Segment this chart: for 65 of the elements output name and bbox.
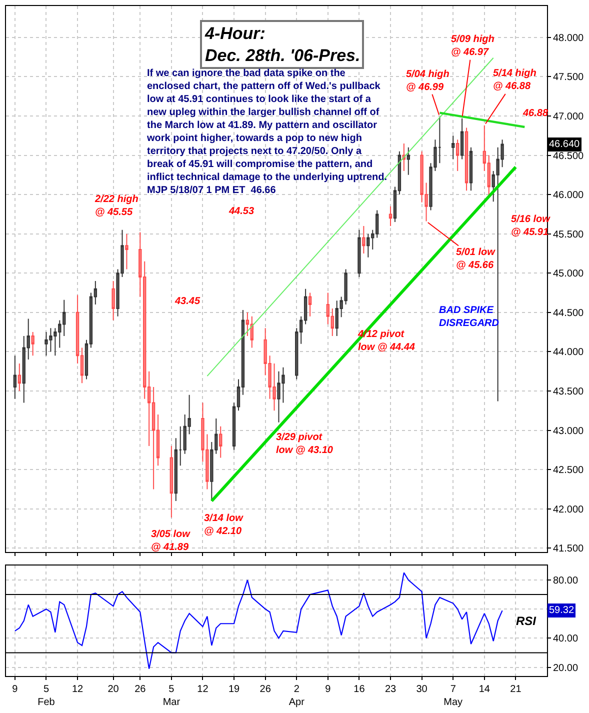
y-tick-label: 45.500 bbox=[553, 229, 584, 240]
candlestick bbox=[406, 146, 410, 176]
candlestick bbox=[18, 362, 22, 392]
annotation: 2/22 high @ 45.55 bbox=[94, 194, 138, 218]
annotation: 5/04 high @ 46.99 bbox=[406, 69, 450, 93]
annotation: 3/14 low @ 42.10 bbox=[204, 513, 244, 537]
x-tick-label: 19 bbox=[228, 684, 240, 695]
annotation: RSI bbox=[516, 614, 537, 628]
y-tick-label: 44.500 bbox=[553, 308, 584, 319]
candlestick bbox=[460, 118, 464, 160]
x-tick-label: 14 bbox=[478, 684, 490, 695]
x-tick-label: 12 bbox=[72, 684, 84, 695]
candlestick bbox=[13, 355, 17, 400]
candlestick bbox=[469, 146, 473, 192]
x-tick-label: 21 bbox=[510, 684, 522, 695]
y-tick-label: 41.500 bbox=[553, 544, 584, 555]
annotation: 3/29 pivot low @ 43.10 bbox=[276, 432, 334, 456]
y-tick-label: 43.000 bbox=[553, 426, 584, 437]
x-tick-label: 16 bbox=[354, 684, 366, 695]
text: 4-Hour: Dec. 28th. '06-Pres. bbox=[204, 24, 360, 66]
text: If we can ignore the bad data spike on the enclosed chart, the pattern off of Wed.'s pullback low at 45.91 continues to look like the start of a new upleg within the larger bullish channel off of the March low at 41.89. My pattern and oscillator work point higher, towards a pop to new high territory that projects next to 47.20/50. Only a break of 45.91 will compromise the pattern, and inflict technical damage to the underlying uptrend. MJP 5/18/07 1 PM ET 46.66 bbox=[147, 68, 388, 196]
y-tick-label: 48.000 bbox=[553, 32, 584, 44]
y-tick-label: 40.00 bbox=[553, 634, 578, 645]
x-tick-label: 7 May bbox=[444, 684, 463, 708]
annotation: 3/05 low @ 41.89 bbox=[151, 529, 192, 553]
text: 46.640 bbox=[549, 139, 580, 150]
y-tick-label: 46.000 bbox=[553, 190, 584, 202]
x-tick-label: 26 bbox=[260, 684, 272, 695]
y-tick-label: 44.000 bbox=[553, 347, 584, 358]
x-tick-label: 30 bbox=[416, 684, 428, 695]
candlestick bbox=[125, 233, 128, 270]
x-tick-label: 5 Feb bbox=[38, 684, 56, 708]
x-tick-label: 2 Apr bbox=[288, 684, 306, 708]
x-tick-label: 26 bbox=[134, 684, 146, 695]
y-tick-label: 46.500 bbox=[553, 150, 584, 162]
candlestick bbox=[362, 225, 366, 254]
annotation: 44.53 bbox=[228, 206, 254, 217]
x-tick-label: 12 bbox=[197, 684, 209, 695]
y-tick-label: 45.000 bbox=[553, 268, 584, 280]
y-tick-label: 20.00 bbox=[553, 662, 578, 674]
annotation: 5/01 low @ 45.66 bbox=[456, 247, 496, 271]
annotation: 43.45 bbox=[174, 296, 200, 307]
candlestick bbox=[456, 139, 460, 172]
y-tick-label: 43.500 bbox=[553, 386, 584, 398]
y-tick-label: 42.500 bbox=[553, 465, 584, 476]
x-tick-label: 9 bbox=[325, 684, 332, 695]
candlestick bbox=[388, 206, 392, 226]
x-tick-label: 9 bbox=[12, 684, 18, 695]
candlestick bbox=[308, 292, 312, 317]
text: 59.32 bbox=[549, 605, 574, 616]
candlestick bbox=[358, 229, 361, 278]
annotation: 5/14 high @ 46.88 bbox=[493, 68, 536, 92]
annotation: 5/09 high @ 46.97 bbox=[451, 34, 494, 58]
candlestick bbox=[464, 127, 468, 192]
x-tick-label: 20 bbox=[108, 684, 120, 695]
candlestick bbox=[112, 280, 115, 321]
y-tick-label: 47.500 bbox=[553, 72, 584, 84]
y-tick-label: 42.000 bbox=[553, 504, 584, 516]
candlestick bbox=[452, 135, 455, 160]
candlestick bbox=[31, 332, 34, 356]
y-tick-label: 80.00 bbox=[553, 576, 578, 586]
y-tick-label: 47.000 bbox=[553, 112, 584, 122]
x-tick-label: 23 bbox=[384, 684, 397, 695]
candlestick bbox=[366, 233, 370, 258]
x-tick-label: 5 Mar bbox=[162, 684, 181, 708]
